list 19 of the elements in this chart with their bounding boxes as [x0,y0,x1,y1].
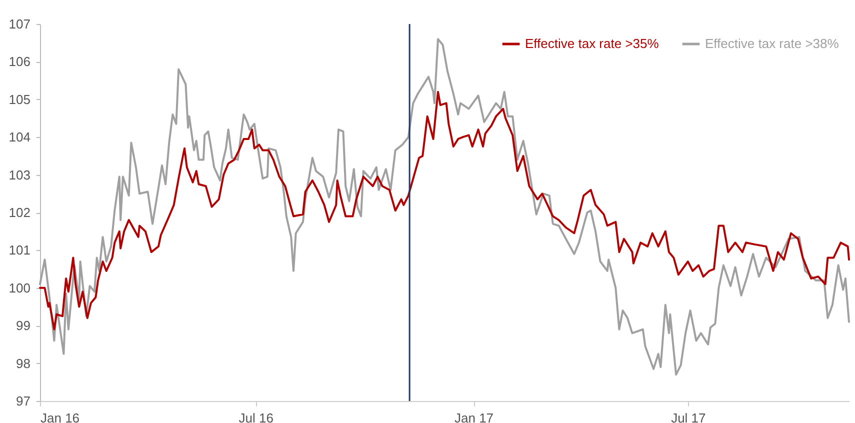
y-tick-label: 105 [8,92,30,107]
y-tick-label: 98 [16,356,30,371]
x-tick-label: Jan 16 [40,410,80,423]
legend-label: Effective tax rate >38% [705,36,840,51]
x-tick-label: Jul 17 [671,410,706,423]
y-tick-label: 104 [8,130,30,145]
legend-label: Effective tax rate >35% [525,36,660,51]
x-tick-label: Jan 17 [454,410,494,423]
y-tick-label: 101 [8,242,30,258]
y-tick-label: 103 [8,167,30,182]
line-series [39,38,850,376]
line-series [39,90,850,330]
y-tick-label: 102 [8,205,30,220]
y-tick-label: 100 [8,280,30,296]
x-tick-label: Jul 16 [238,410,274,423]
y-tick-label: 107 [8,16,30,32]
y-tick-label: 97 [16,394,30,408]
y-tick-label: 99 [16,318,30,334]
y-tick-label: 106 [8,54,30,70]
